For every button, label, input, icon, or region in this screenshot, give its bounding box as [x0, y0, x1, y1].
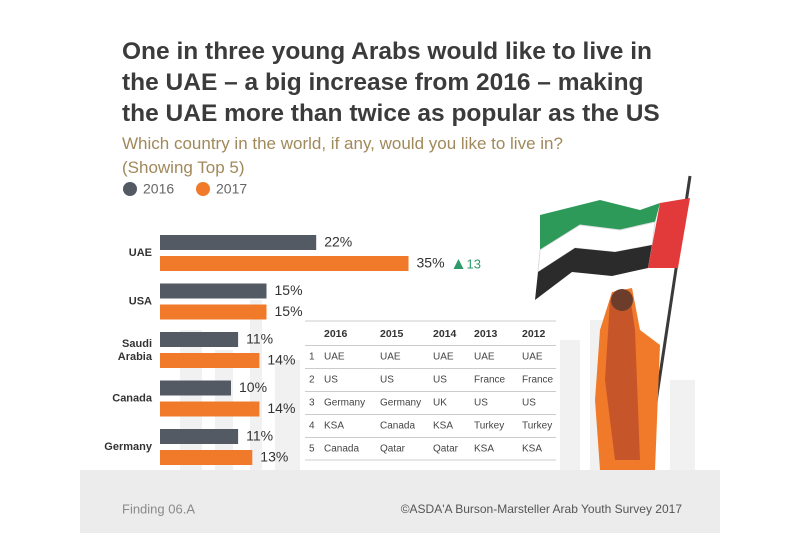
- table-cell: KSA: [522, 444, 542, 455]
- category-label: Canada: [112, 392, 153, 404]
- category-label: UAE: [129, 247, 152, 259]
- value-label: 11%: [246, 428, 273, 444]
- value-label: 22%: [324, 234, 352, 250]
- table-cell: UK: [433, 398, 447, 409]
- bar: [160, 283, 267, 299]
- table-cell: Germany: [324, 398, 365, 409]
- source: ©ASDA'A Burson-Marsteller Arab Youth Sur…: [401, 502, 683, 516]
- value-label: 15%: [275, 303, 303, 319]
- table-header: 2015: [380, 328, 404, 340]
- table-cell: US: [433, 375, 447, 386]
- category-label: USA: [129, 295, 152, 307]
- category-label: Saudi Arabia: [118, 338, 153, 363]
- category-label-line: Arabia: [118, 351, 153, 363]
- bar: [160, 235, 317, 250]
- illustration: [535, 175, 692, 470]
- value-label: 13%: [260, 449, 288, 465]
- table-cell: US: [324, 375, 338, 386]
- category-label-line: Saudi: [122, 338, 152, 350]
- value-label: 14%: [267, 352, 295, 368]
- table-cell: Qatar: [433, 444, 459, 455]
- bar: [160, 353, 260, 368]
- bar: [160, 332, 239, 347]
- bar: [160, 380, 231, 396]
- table-cell: France: [474, 375, 506, 386]
- table-header: 2016: [324, 328, 348, 340]
- bar: [160, 450, 253, 465]
- table-cell: US: [380, 375, 394, 386]
- legend-swatch: [123, 182, 137, 196]
- category-label: Germany: [104, 441, 153, 453]
- legend-label: 2017: [216, 181, 247, 197]
- bar: [160, 304, 267, 320]
- table-header: 2014: [433, 328, 457, 340]
- table-header: 2012: [522, 328, 546, 340]
- table-cell: UAE: [324, 352, 345, 363]
- table-cell: UAE: [522, 352, 543, 363]
- legend-swatch: [196, 182, 210, 196]
- value-label: 10%: [239, 379, 267, 395]
- table-cell: Canada: [324, 444, 359, 455]
- change-icon: [453, 259, 464, 269]
- ground: [80, 470, 720, 533]
- table-cell: Qatar: [380, 444, 406, 455]
- bar: [160, 256, 409, 271]
- table-cell: UAE: [380, 352, 401, 363]
- table-cell: Turkey: [522, 421, 552, 432]
- finding: Finding 06.A: [122, 501, 195, 516]
- table-cell: 4: [309, 421, 315, 432]
- table-cell: US: [474, 398, 488, 409]
- table-cell: KSA: [433, 421, 453, 432]
- table-cell: 2: [309, 375, 315, 386]
- value-label: 14%: [267, 400, 295, 416]
- value-label: 11%: [246, 331, 273, 347]
- table-cell: KSA: [474, 444, 494, 455]
- value-label: 35%: [417, 255, 445, 271]
- table-cell: Germany: [380, 398, 421, 409]
- table-cell: 1: [309, 352, 315, 363]
- table-cell: KSA: [324, 421, 344, 432]
- table-cell: UAE: [433, 352, 454, 363]
- legend-label: 2016: [143, 181, 174, 197]
- table-cell: US: [522, 398, 536, 409]
- table-header: 2013: [474, 328, 498, 340]
- bar: [160, 401, 260, 417]
- table-cell: Canada: [380, 421, 415, 432]
- table-cell: 5: [309, 444, 315, 455]
- chart-subtitle: Which country in the world, if any, woul…: [122, 134, 563, 177]
- bar: [160, 429, 239, 444]
- table-cell: UAE: [474, 352, 495, 363]
- chart-title: One in three young Arabs would like to l…: [122, 38, 660, 127]
- table-cell: 3: [309, 398, 315, 409]
- change-label: 13: [467, 256, 481, 271]
- table-cell: Turkey: [474, 421, 504, 432]
- table-cell: France: [522, 375, 554, 386]
- value-label: 15%: [275, 282, 303, 298]
